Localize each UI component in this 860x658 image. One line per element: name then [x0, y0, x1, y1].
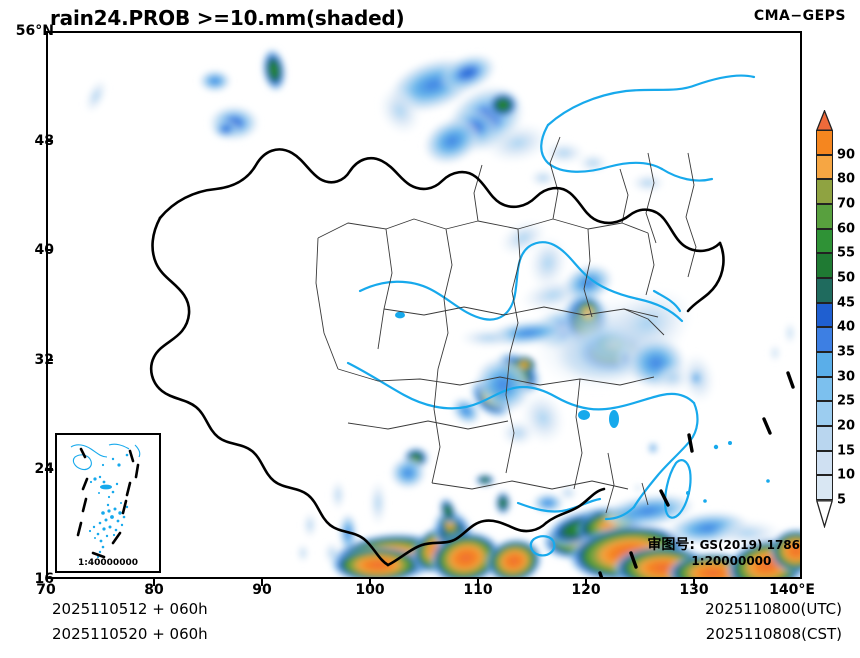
y-axis-tick-mark [46, 468, 53, 471]
y-axis-tick-mark [46, 139, 53, 142]
init-time-utc: 2025110512 + 060h [52, 600, 208, 618]
x-axis-tick-mark [261, 579, 263, 586]
colorbar-segment [816, 426, 833, 451]
colorbar-segment [816, 401, 833, 426]
inset-nine-dash-line [76, 447, 140, 559]
colorbar-segment [816, 179, 833, 204]
valid-time-cst: 2025110808(CST) [705, 625, 842, 643]
colorbar-segment [816, 475, 833, 500]
colorbar-tick-label: 55 [837, 245, 856, 261]
colorbar-segment [816, 278, 833, 303]
colorbar-tick-label: 10 [837, 467, 856, 483]
x-axis-tick-mark [585, 579, 587, 586]
colorbar-tick-label: 80 [837, 171, 856, 187]
colorbar-tick-label: 25 [837, 393, 856, 409]
map-plot-area[interactable] [46, 31, 802, 579]
colorbar-segment [816, 130, 833, 155]
y-axis-tick-label: 40 [34, 242, 54, 259]
y-axis-tick-label: 32 [34, 351, 54, 368]
x-axis-tick-label: 90 [252, 582, 272, 598]
precipitation-shading [84, 48, 800, 577]
page-title: rain24.PROB >=10.mm(shaded) [50, 6, 405, 30]
y-axis-tick-label: 56°N [15, 23, 54, 39]
rivers-and-coastline-cyan [346, 74, 770, 557]
y-axis-tick-label: 48 [34, 132, 54, 149]
x-axis-tick-mark [693, 579, 695, 586]
colorbar-tick-label: 40 [837, 319, 856, 335]
x-axis-tick-mark [369, 579, 371, 586]
valid-time-utc: 2025110800(UTC) [705, 600, 842, 618]
colorbar-tick-label: 50 [837, 270, 856, 286]
colorbar-segment [816, 376, 833, 402]
colorbar-segment [816, 302, 833, 328]
y-axis-tick-label: 24 [34, 461, 54, 478]
x-axis-tick-label: 80 [144, 582, 164, 598]
x-axis-tick-label: 130 [679, 582, 709, 598]
colorbar-segment [816, 327, 833, 352]
colorbar-segment [816, 154, 833, 180]
y-axis-tick-label: 16 [34, 571, 54, 587]
colorbar-tick-label: 35 [837, 344, 856, 360]
colorbar-tick-label: 70 [837, 196, 856, 212]
colorbar-top-arrow-outline [816, 110, 833, 131]
colorbar-tick-label: 15 [837, 443, 856, 459]
map-canvas [84, 48, 800, 577]
colorbar-segment [816, 228, 833, 254]
x-axis-tick-label: 120 [571, 582, 601, 598]
probability-colorbar[interactable]: 5 10 15 20 25 30 35 40 45 50 55 60 70 80 90 [816, 110, 855, 528]
colorbar-segment [816, 352, 833, 377]
colorbar-segment [816, 204, 833, 229]
colorbar-tick-label: 5 [837, 492, 847, 508]
inset-canvas [70, 443, 141, 559]
national-border [149, 148, 725, 567]
init-time-cst: 2025110520 + 060h [52, 625, 208, 643]
inset-scale-label: 1:40000000 [78, 558, 138, 568]
approval-label: 审图号: [647, 537, 696, 553]
colorbar-tick-label: 30 [837, 369, 856, 385]
approval-number: GS(2019) 1786 [699, 538, 800, 552]
x-axis-tick-mark [153, 579, 155, 586]
colorbar-bottom-arrow-outline [816, 500, 833, 528]
model-label: CMA−GEPS [753, 8, 846, 24]
map-approval-attribution: 审图号: GS(2019) 1786 1:20000000 [647, 534, 800, 568]
colorbar-tick-label: 45 [837, 295, 856, 311]
colorbar-tick-label: 60 [837, 221, 856, 237]
x-axis-tick-mark [477, 579, 479, 586]
nine-dash-line [598, 371, 795, 577]
y-axis-tick-mark [46, 358, 53, 361]
x-axis-tick-label: 110 [463, 582, 493, 598]
colorbar-tick-label: 20 [837, 418, 856, 434]
approval-scale: 1:20000000 [691, 554, 772, 568]
x-axis-tick-label: 70 [36, 582, 56, 598]
south-china-sea-inset-map[interactable]: 1:40000000 [55, 433, 161, 573]
y-axis-tick-mark [46, 249, 53, 252]
colorbar-segment [816, 450, 833, 476]
province-boundaries [315, 136, 697, 514]
colorbar-segment [816, 253, 833, 278]
colorbar-tick-label: 90 [837, 147, 856, 163]
x-axis-tick-label: 140°E [769, 582, 815, 598]
x-axis-tick-label: 100 [355, 582, 385, 598]
